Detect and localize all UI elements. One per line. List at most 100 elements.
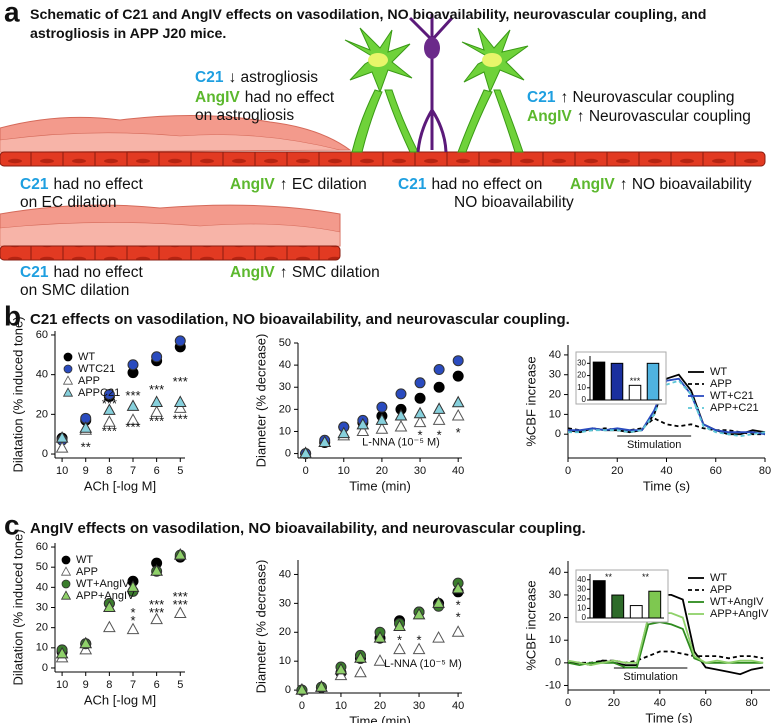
legend-label: APPC21 — [78, 387, 120, 399]
y-tick-label: 0 — [285, 684, 291, 696]
marker — [394, 408, 408, 421]
marker — [373, 631, 387, 643]
x-tick-label: 0 — [565, 697, 571, 709]
marker — [173, 548, 187, 560]
marker — [103, 403, 116, 415]
marker — [354, 651, 367, 663]
y-tick-label: -10 — [545, 679, 561, 691]
agent: C21 — [20, 264, 49, 281]
schematic-title: Schematic of C21 and AngIV effects on va… — [30, 7, 706, 42]
legend-label: WT — [76, 554, 93, 566]
effect: had no effect — [53, 264, 143, 281]
marker — [318, 435, 332, 448]
x-tick-label: 0 — [299, 700, 305, 712]
x-tick-label: 8 — [106, 465, 112, 477]
y-tick-label: 10 — [549, 634, 561, 646]
marker — [150, 395, 163, 407]
annotation: *** — [173, 412, 188, 427]
marker — [394, 420, 408, 432]
marker — [151, 351, 163, 363]
legend-label: APP — [76, 566, 98, 578]
annotation: *** — [149, 382, 164, 397]
annotation: * — [418, 427, 423, 442]
schematic-label: AngIV had no effect — [195, 89, 335, 106]
marker — [354, 665, 367, 678]
schematic-label: on astrogliosis — [195, 107, 294, 124]
marker — [452, 355, 464, 367]
marker — [55, 441, 69, 453]
annotation: * — [397, 632, 402, 647]
x-tick-label: 10 — [335, 700, 347, 712]
legend-label: WT+C21 — [710, 390, 754, 402]
x-tick-label: 60 — [700, 697, 712, 709]
y-tick-label: 40 — [279, 359, 291, 371]
schematic-label: C21 had no effect — [20, 176, 143, 193]
x-tick-label: 8 — [106, 679, 112, 691]
title-line: astrogliosis in APP J20 mice. — [30, 26, 226, 42]
y-tick-label: 0 — [555, 428, 561, 440]
x-tick-label: 9 — [83, 679, 89, 691]
x-tick-label: 5 — [177, 465, 183, 477]
x-tick-label: 10 — [56, 465, 68, 477]
x-tick-label: 40 — [452, 700, 464, 712]
panel-title: C21 effects on vasodilation, NO bioavail… — [30, 311, 570, 328]
inset-tick-label: 20 — [577, 371, 586, 380]
inset-tick-label: 30 — [577, 584, 586, 593]
marker — [127, 359, 139, 371]
x-tick-label: 60 — [710, 465, 722, 477]
legend-label: WT — [78, 351, 95, 363]
x-tick-label: 30 — [413, 700, 425, 712]
marker — [55, 431, 69, 443]
effect: on astrogliosis — [195, 107, 294, 124]
agent: C21 — [195, 69, 224, 86]
y-axis-label: Diameter (% decrease) — [253, 334, 268, 468]
x-tick-label: 5 — [177, 679, 183, 691]
x-tick-label: 10 — [338, 465, 350, 477]
marker — [451, 395, 465, 408]
annotation: *** — [149, 605, 164, 620]
marker — [173, 401, 187, 413]
panel-label: a — [4, 0, 20, 27]
marker — [356, 417, 370, 430]
y-tick-label: 30 — [279, 597, 291, 609]
y-tick-label: 30 — [36, 601, 48, 613]
marker — [295, 683, 309, 695]
marker — [413, 406, 427, 419]
marker — [393, 619, 406, 631]
x-tick-label: 20 — [374, 700, 386, 712]
marker — [79, 421, 93, 433]
title-line: Schematic of C21 and AngIV effects on va… — [30, 7, 706, 23]
inset-bar — [592, 580, 606, 619]
marker — [174, 335, 186, 347]
annotation: L-NNA (10⁻⁵ M) — [384, 658, 462, 670]
marker — [103, 600, 116, 612]
legend-marker — [61, 555, 71, 565]
marker — [432, 402, 446, 414]
marker — [414, 392, 426, 404]
agent: C21 — [527, 89, 556, 106]
y-tick-label: 0 — [42, 448, 48, 460]
inset-tick-label: 30 — [577, 358, 586, 367]
schematic-label: AngIV ↑ NO bioavailability — [570, 176, 752, 193]
inset-bar — [611, 594, 625, 619]
inset-bar — [646, 362, 660, 401]
x-axis-label: Time (s) — [645, 710, 692, 723]
x-axis-label: ACh [-log M] — [84, 692, 156, 707]
panel-label: c — [4, 509, 20, 540]
marker — [373, 654, 387, 666]
y-axis-label: %CBF increase — [523, 580, 538, 670]
legend-label: APP+C21 — [710, 402, 759, 414]
stimulation-label: Stimulation — [627, 439, 681, 451]
effect: had no effect on — [431, 176, 542, 193]
y-tick-label: 20 — [549, 388, 561, 400]
y-tick-label: 40 — [279, 568, 291, 580]
annotation: * — [456, 598, 461, 613]
y-tick-label: 10 — [549, 408, 561, 420]
schematic-label: C21 had no effect — [20, 264, 143, 281]
inset-tick-label: 40 — [577, 575, 586, 584]
legend-label: WT+AngIV — [76, 578, 130, 590]
inset-tick-label: 10 — [577, 383, 586, 392]
marker — [173, 606, 187, 619]
x-tick-label: 40 — [660, 465, 672, 477]
